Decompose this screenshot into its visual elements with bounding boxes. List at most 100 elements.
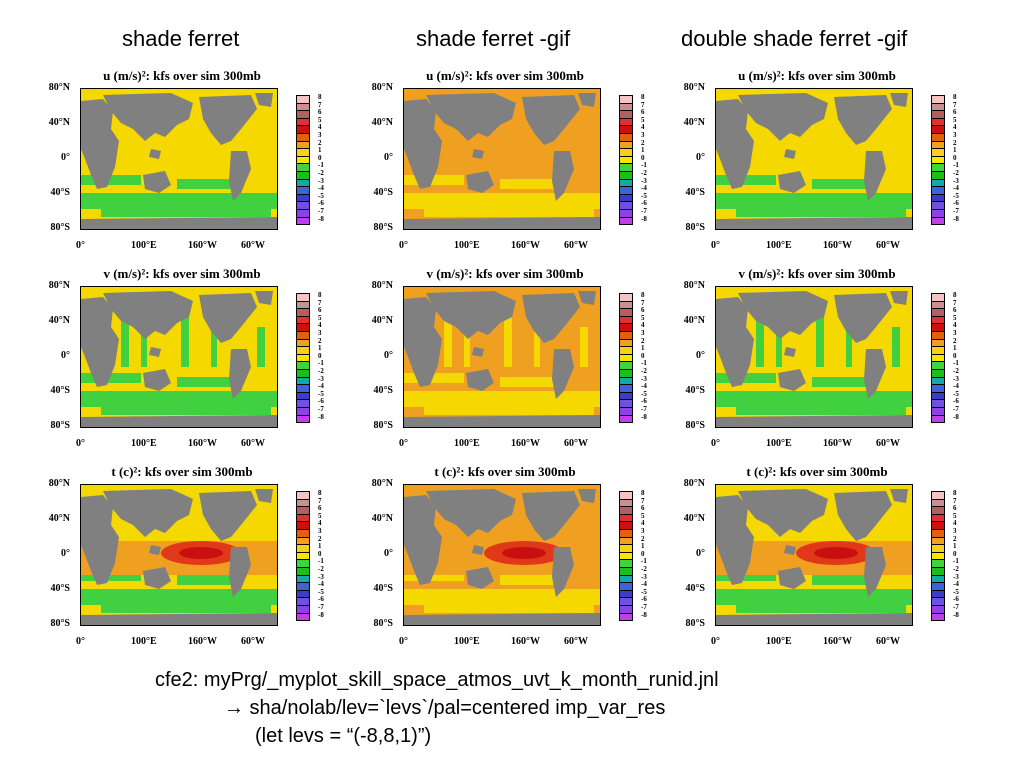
land xyxy=(716,297,754,387)
skill-band xyxy=(424,209,594,217)
colorbar xyxy=(931,491,949,622)
colorbar-label: -1 xyxy=(641,161,647,170)
lat-label: 0° xyxy=(61,548,70,559)
colorbar-label: -8 xyxy=(641,412,647,421)
lon-label: 0° xyxy=(399,438,408,449)
skill-band xyxy=(101,605,271,613)
land xyxy=(522,293,580,343)
colorbar-label: -8 xyxy=(318,412,324,421)
lat-label: 40°S xyxy=(50,385,70,396)
colorbar-label: -8 xyxy=(953,610,959,619)
skill-streak xyxy=(846,317,852,367)
map-panel-v-2: v (m/s)²: kfs over sim 300mb 80°N 40°N 0° 40… xyxy=(325,266,650,466)
colorbar-label: 2 xyxy=(318,138,322,147)
skill-streak xyxy=(534,317,540,367)
land xyxy=(199,293,257,343)
colorbar-label: -6 xyxy=(641,397,647,406)
colorbar-swatch xyxy=(619,612,633,622)
map-panel-u-3: u (m/s)²: kfs over sim 300mb 80°N 40°N 0° 40… xyxy=(637,68,962,268)
colorbar-label: -8 xyxy=(318,610,324,619)
land xyxy=(81,99,119,189)
lon-label: 160°W xyxy=(188,636,217,647)
land xyxy=(404,613,600,625)
lon-label: 0° xyxy=(711,636,720,647)
lon-label: 0° xyxy=(76,240,85,251)
land xyxy=(864,547,886,597)
colorbar-swatch xyxy=(619,216,633,226)
colorbar-label: 4 xyxy=(641,321,645,330)
colorbar-label: 0 xyxy=(953,351,957,360)
colorbar-label: -5 xyxy=(318,191,324,200)
colorbar-label: -3 xyxy=(953,374,959,383)
colorbar-label: 6 xyxy=(318,306,322,315)
lat-label: 40°S xyxy=(373,583,393,594)
map-plot xyxy=(403,484,601,626)
colorbar-labels: 8 7 6 5 4 3 2 1 0 -1 -2 -3 -4 -5 -6 -7 -8 xyxy=(641,489,647,619)
caption-line-2: → sha/nolab/lev=`levs`/pal=centered imp_… xyxy=(224,697,666,719)
map-plot xyxy=(715,286,913,428)
colorbar-swatch xyxy=(931,414,945,424)
colorbar-label: -5 xyxy=(641,389,647,398)
hot-core xyxy=(502,547,546,559)
lon-label: 0° xyxy=(399,240,408,251)
panel-title: u (m/s)²: kfs over sim 300mb xyxy=(103,68,261,83)
colorbar-label: 8 xyxy=(641,489,645,497)
lat-label: 80°N xyxy=(371,82,393,93)
lat-label: 80°S xyxy=(50,222,70,233)
colorbar-label: 2 xyxy=(318,336,322,345)
colorbar-label: 1 xyxy=(318,146,322,155)
colorbar-label: -8 xyxy=(641,214,647,223)
skill-streak xyxy=(257,327,265,367)
skill-band xyxy=(500,575,560,585)
lat-label: 40°S xyxy=(685,187,705,198)
colorbar-label: -6 xyxy=(953,199,959,208)
colorbar-label: -7 xyxy=(318,404,324,413)
land xyxy=(716,217,912,229)
colorbar-label: -1 xyxy=(318,161,324,170)
lon-label: 60°W xyxy=(564,240,588,251)
panel-title: u (m/s)²: kfs over sim 300mb xyxy=(738,68,896,83)
lon-label: 100°E xyxy=(131,636,157,647)
lon-label: 160°W xyxy=(823,240,852,251)
map-panel-v-1: v (m/s)²: kfs over sim 300mb 80°N 40°N 0° 40… xyxy=(2,266,327,466)
colorbar-label: 7 xyxy=(318,100,322,109)
colorbar-label: 5 xyxy=(318,511,322,520)
lat-label: 40°N xyxy=(683,513,705,524)
colorbar-label: 7 xyxy=(318,496,322,505)
hot-core xyxy=(814,547,858,559)
colorbar-label: -5 xyxy=(641,587,647,596)
skill-band xyxy=(716,571,776,581)
colorbar-labels: 8 7 6 5 4 3 2 1 0 -1 -2 -3 -4 -5 -6 -7 -8 xyxy=(953,93,959,223)
land xyxy=(834,293,892,343)
skill-band xyxy=(716,589,912,605)
colorbar-label: -7 xyxy=(641,206,647,215)
skill-band xyxy=(81,391,277,407)
colorbar-label: 2 xyxy=(953,534,957,543)
skill-band xyxy=(500,377,560,387)
colorbar-label: -2 xyxy=(318,366,324,375)
skill-band xyxy=(424,605,594,613)
colorbar xyxy=(296,491,314,622)
skill-band xyxy=(404,571,464,581)
colorbar-label: 6 xyxy=(641,504,645,513)
colorbar-label: -2 xyxy=(641,366,647,375)
colorbar-label: -6 xyxy=(641,595,647,604)
skill-band xyxy=(81,175,141,185)
lat-label: 40°S xyxy=(685,583,705,594)
colorbar-label: 5 xyxy=(953,115,957,124)
land xyxy=(738,93,828,141)
skill-band xyxy=(716,391,912,407)
colorbar-label: -3 xyxy=(953,572,959,581)
land xyxy=(466,369,494,391)
lat-label: 0° xyxy=(696,350,705,361)
lat-label: 40°S xyxy=(373,385,393,396)
colorbar-label: 8 xyxy=(953,489,957,497)
colorbar-label: -1 xyxy=(318,359,324,368)
land xyxy=(864,349,886,399)
colorbar-label: -4 xyxy=(953,382,959,391)
colorbar-label: -6 xyxy=(318,199,324,208)
skill-streak xyxy=(121,317,129,367)
lat-label: 80°S xyxy=(373,222,393,233)
skill-streak xyxy=(892,327,900,367)
lat-label: 80°N xyxy=(683,82,705,93)
